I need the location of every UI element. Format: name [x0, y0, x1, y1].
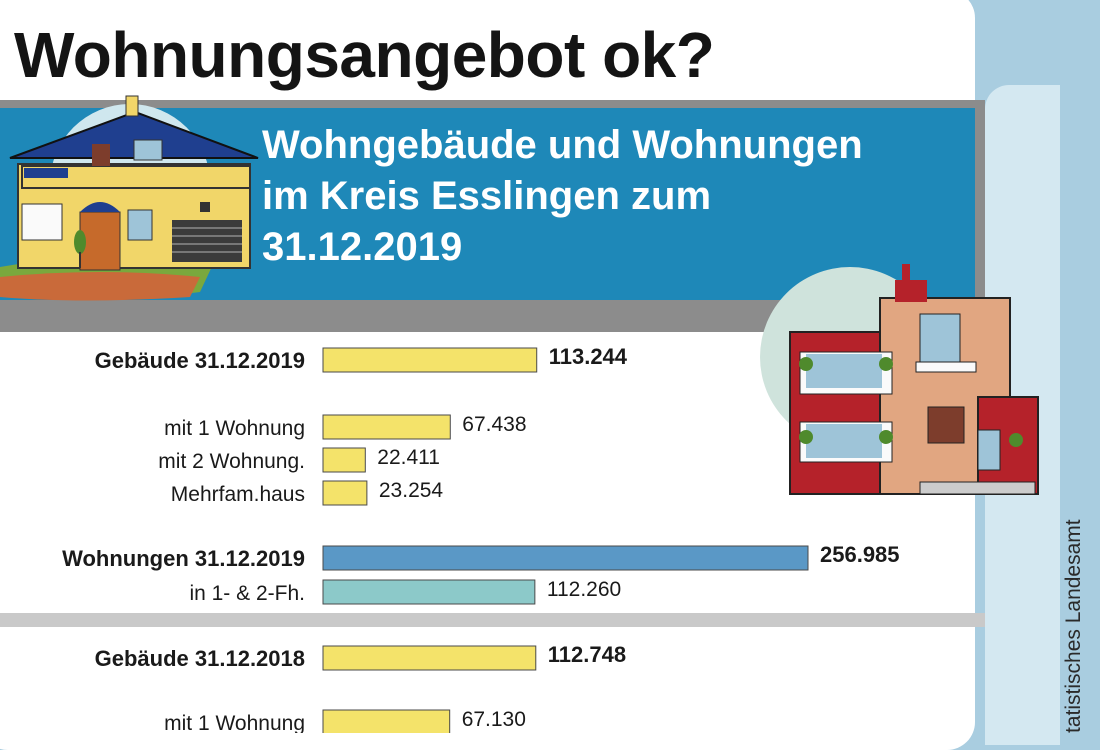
chart-subtitle: Wohngebäude und Wohnungen im Kreis Essli…: [262, 120, 962, 273]
category-label: Gebäude 31.12.2019: [95, 348, 305, 373]
value-label: 23.254: [379, 479, 444, 502]
townhouse-illustration: [760, 264, 1039, 495]
value-label: 67.130: [462, 708, 526, 731]
bar: [322, 347, 538, 373]
subtitle-line-3: 31.12.2019: [262, 225, 463, 269]
value-label: 112.260: [547, 578, 621, 601]
category-label: mit 1 Wohnung: [164, 712, 305, 733]
villa-illustration: [0, 95, 259, 301]
bar: [322, 414, 451, 440]
bar: [322, 579, 536, 605]
category-label: Wohnungen 31.12.2019: [62, 546, 305, 571]
bar-chart: Gebäude 31.12.2019 113.244 mit 1 Wohnung 67…: [62, 344, 900, 733]
category-label: in 1- & 2-Fh.: [189, 582, 305, 605]
bar: [322, 645, 537, 671]
section-divider: [0, 613, 985, 627]
bar: [322, 545, 809, 571]
category-label: Mehrfam.haus: [171, 483, 305, 506]
bar: [322, 447, 366, 473]
subtitle-line-2: im Kreis Esslingen zum: [262, 174, 712, 218]
bar: [322, 480, 368, 506]
category-label: Gebäude 31.12.2018: [95, 646, 305, 671]
value-label: 112.748: [548, 642, 626, 667]
category-label: mit 2 Wohnung.: [158, 450, 305, 473]
subtitle-line-1: Wohngebäude und Wohnungen: [262, 123, 863, 167]
value-label: 67.438: [462, 413, 526, 436]
value-label: 256.985: [820, 542, 900, 567]
source-credit: tatistisches Landesamt: [1062, 519, 1085, 733]
value-label: 22.411: [377, 446, 440, 469]
value-label: 113.244: [549, 344, 628, 369]
page-title: Wohnungsangebot ok?: [14, 19, 715, 91]
bar: [322, 709, 451, 733]
category-label: mit 1 Wohnung: [164, 417, 305, 440]
